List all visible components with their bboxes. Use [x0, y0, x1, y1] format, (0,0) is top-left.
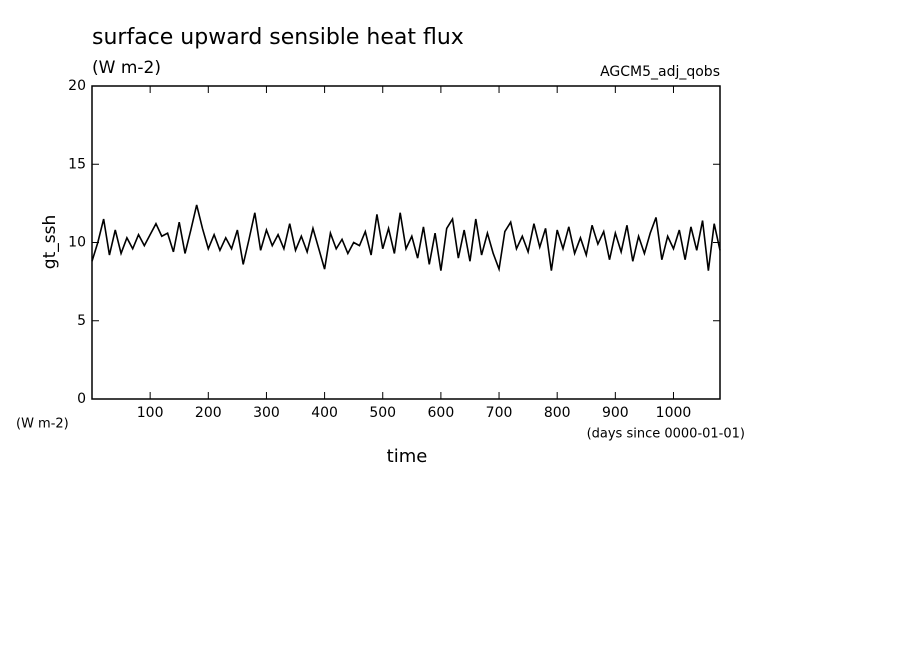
- y-tick-label: 20: [68, 78, 86, 94]
- y-tick-label: 5: [77, 313, 86, 329]
- x-tick-label: 200: [195, 405, 222, 421]
- x-tick-label: 300: [253, 405, 280, 421]
- x-tick-label: 700: [486, 405, 513, 421]
- x-tick-label: 800: [544, 405, 571, 421]
- y-axis-label: gt_ssh: [40, 215, 60, 269]
- chart-subtitle: (W m-2): [92, 58, 161, 78]
- y-axis-unit: (W m-2): [16, 417, 69, 432]
- plot-frame: [91, 85, 721, 400]
- y-tick-label: 0: [77, 391, 86, 407]
- y-tick-label: 15: [68, 156, 86, 172]
- x-tick-label: 600: [428, 405, 455, 421]
- x-tick-label: 1000: [656, 405, 692, 421]
- annotation: AGCM5_adj_qobs: [600, 64, 720, 80]
- x-tick-label: 500: [369, 405, 396, 421]
- x-axis-unit: (days since 0000-01-01): [587, 427, 745, 442]
- x-axis-label: time: [387, 446, 428, 467]
- x-tick-label: 900: [602, 405, 629, 421]
- data-line: [91, 204, 721, 273]
- x-tick-label: 100: [137, 405, 164, 421]
- x-tick-label: 400: [311, 405, 338, 421]
- chart-title: surface upward sensible heat flux: [92, 25, 464, 50]
- y-tick-label: 10: [68, 235, 86, 251]
